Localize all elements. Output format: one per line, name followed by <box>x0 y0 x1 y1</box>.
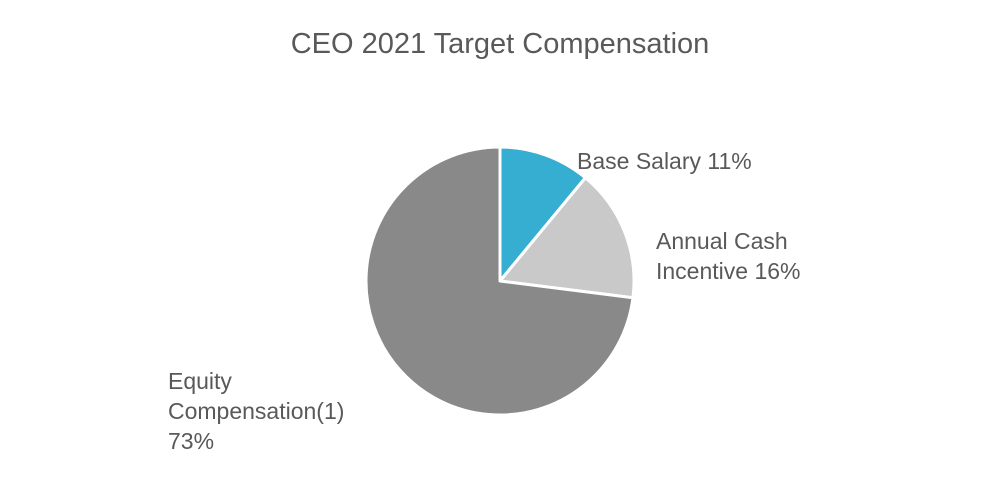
label-annual-cash-incentive: Annual Cash Incentive 16% <box>656 226 800 286</box>
label-equity-compensation: Equity Compensation(1) 73% <box>168 366 344 456</box>
chart-title: CEO 2021 Target Compensation <box>290 28 710 60</box>
label-text: Incentive 16% <box>656 258 801 284</box>
label-text: Compensation(1) <box>168 398 345 424</box>
slice-annual-cash-incentive <box>498 176 636 300</box>
slice-equity-compensation <box>364 145 635 417</box>
label-text: Annual Cash <box>656 228 788 254</box>
pie-slices <box>364 145 636 417</box>
label-text: Equity <box>168 368 232 394</box>
label-base-salary: Base Salary 11% <box>577 146 752 176</box>
label-text: 73% <box>168 428 215 454</box>
label-text: Base Salary 11% <box>577 148 752 174</box>
slice-base-salary <box>498 145 587 283</box>
